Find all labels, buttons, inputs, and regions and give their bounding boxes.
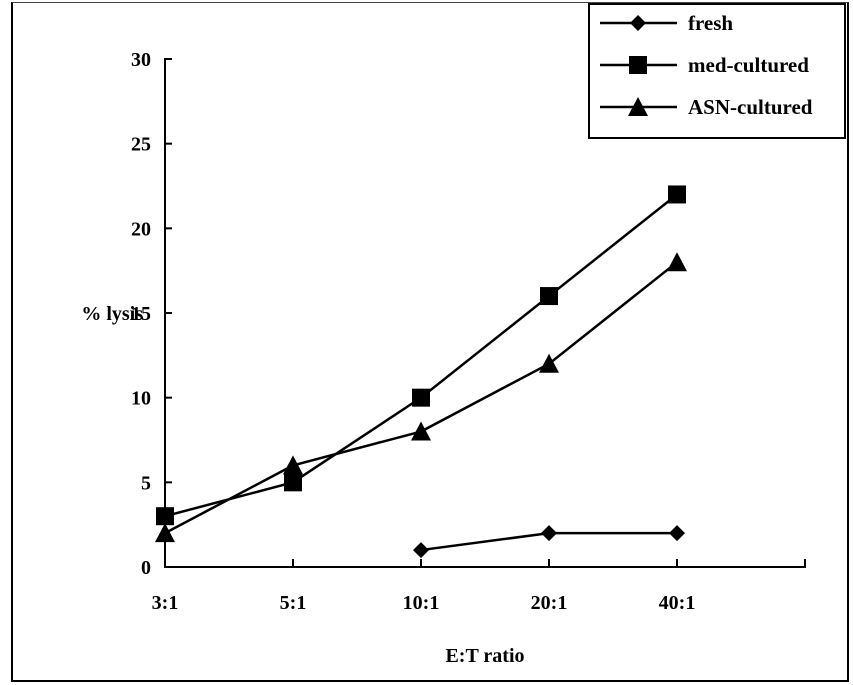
legend-item-med-cultured: med-cultured [600, 53, 809, 77]
data-point-asn-cultured [539, 353, 559, 373]
data-point-asn-cultured [283, 455, 303, 475]
legend-label-fresh: fresh [688, 11, 733, 35]
data-point-asn-cultured [411, 421, 431, 441]
axes: 0 5 10 15 20 25 30 3:1 5:1 10:1 20:1 40:1 [131, 49, 806, 614]
x-axis-label: E:T ratio [445, 645, 524, 667]
data-point-med-cultured [412, 388, 430, 407]
data-point-med-cultured [284, 473, 302, 492]
y-tick-label: 30 [131, 49, 151, 71]
x-tick-label: 20:1 [531, 592, 568, 614]
series-asn-cultured [155, 252, 687, 543]
legend-marker-asn-cultured [628, 97, 648, 116]
x-tick-label: 3:1 [152, 592, 179, 614]
y-tick-label: 15 [131, 303, 151, 325]
series-fresh [413, 525, 685, 559]
data-point-fresh [669, 525, 685, 542]
y-tick-label: 20 [131, 218, 151, 240]
legend-label-asn-cultured: ASN-cultured [688, 95, 813, 119]
x-tick-label: 10:1 [403, 592, 440, 614]
series-med-cultured [156, 185, 686, 526]
data-point-asn-cultured [155, 523, 175, 543]
series-layer [155, 185, 687, 559]
legend-label-med-cultured: med-cultured [688, 53, 809, 77]
legend-marker-fresh [630, 15, 646, 31]
data-point-med-cultured [540, 287, 558, 306]
data-point-med-cultured [668, 185, 686, 204]
data-point-asn-cultured [667, 252, 687, 272]
y-axis-label: % lysis [81, 303, 143, 325]
y-ticks: 0 5 10 15 20 25 30 [131, 49, 172, 579]
x-tick-label: 5:1 [280, 592, 307, 614]
legend: fresh med-cultured ASN-cultured [588, 3, 846, 139]
y-tick-label: 25 [131, 134, 151, 156]
y-tick-label: 0 [141, 557, 151, 579]
legend-item-fresh: fresh [600, 11, 733, 35]
x-ticks: 3:1 5:1 10:1 20:1 40:1 [152, 559, 806, 614]
y-tick-label: 5 [141, 472, 151, 494]
legend-marker-med-cultured [629, 56, 647, 74]
data-point-fresh [541, 525, 557, 542]
chart-frame [11, 2, 849, 682]
data-point-fresh [413, 542, 429, 559]
y-tick-label: 10 [131, 388, 151, 410]
series-line-med-cultured [164, 193, 678, 518]
legend-item-asn-cultured: ASN-cultured [600, 95, 813, 119]
x-tick-label: 40:1 [659, 592, 696, 614]
data-point-med-cultured [156, 507, 174, 526]
